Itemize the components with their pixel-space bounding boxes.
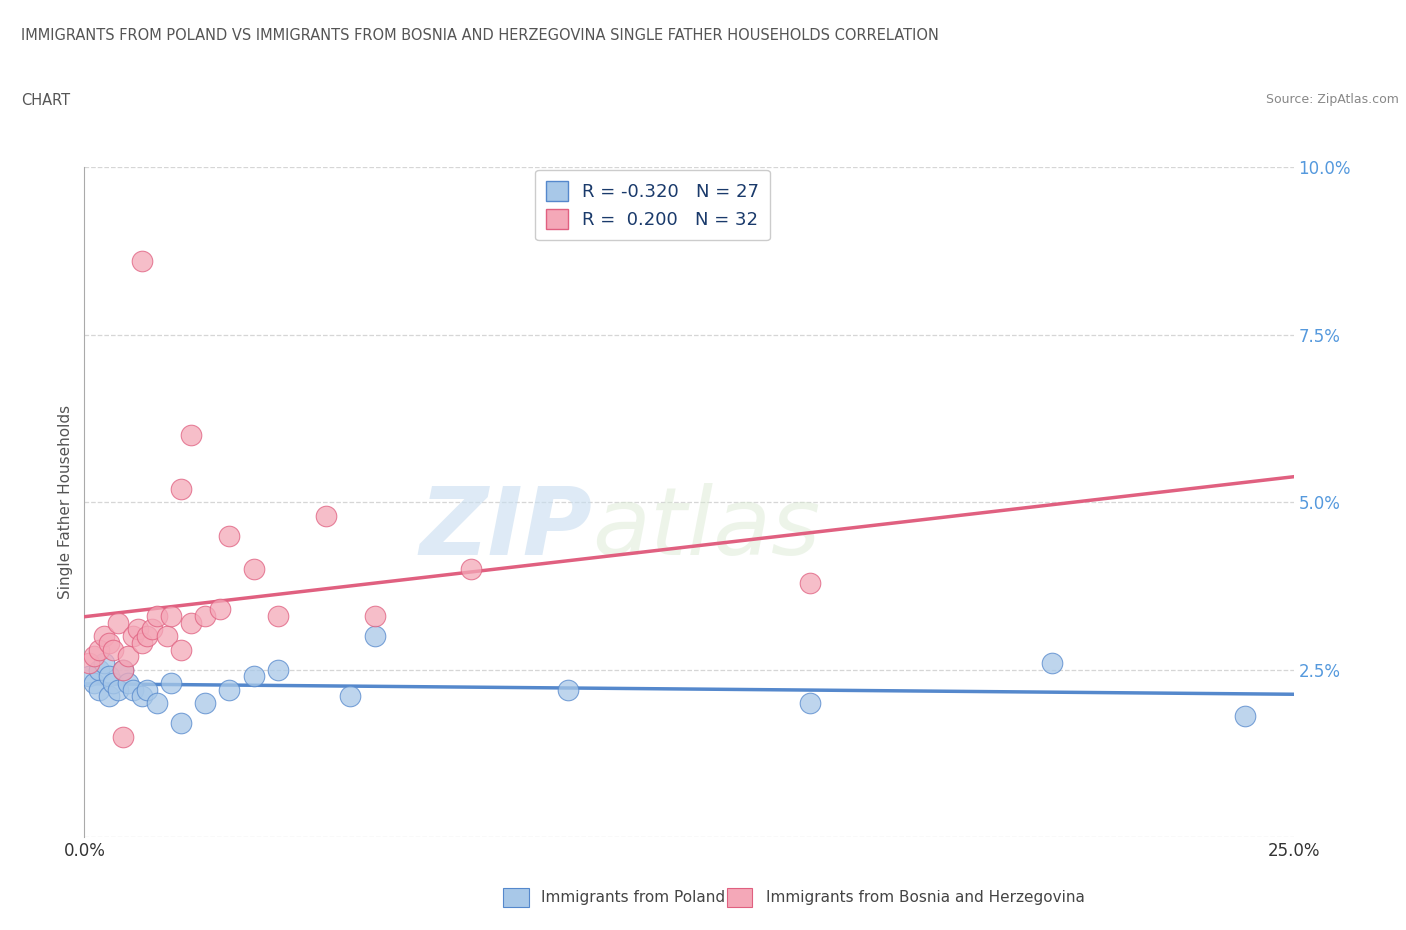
Point <box>136 683 159 698</box>
Point <box>557 683 579 698</box>
Point <box>127 622 149 637</box>
Point <box>103 642 125 657</box>
Point <box>121 683 143 698</box>
Legend: R = -0.320   N = 27, R =  0.200   N = 32: R = -0.320 N = 27, R = 0.200 N = 32 <box>536 170 770 240</box>
Point <box>1040 656 1063 671</box>
Point <box>77 669 100 684</box>
Point <box>103 675 125 690</box>
Point <box>97 669 120 684</box>
Point <box>363 629 385 644</box>
Point <box>112 662 135 677</box>
Point <box>799 575 821 590</box>
Text: Source: ZipAtlas.com: Source: ZipAtlas.com <box>1265 93 1399 106</box>
Point <box>117 675 139 690</box>
Point <box>242 562 264 577</box>
Text: ZIP: ZIP <box>419 483 592 575</box>
Point <box>83 675 105 690</box>
Text: CHART: CHART <box>21 93 70 108</box>
Point <box>77 656 100 671</box>
Point <box>339 689 361 704</box>
Point <box>180 616 202 631</box>
Point <box>146 696 169 711</box>
Point <box>315 508 337 523</box>
Point <box>93 629 115 644</box>
Point <box>160 675 183 690</box>
Point <box>87 662 110 677</box>
Point <box>799 696 821 711</box>
Point <box>97 689 120 704</box>
Point <box>1234 709 1257 724</box>
Point <box>121 629 143 644</box>
Point <box>155 629 177 644</box>
Point <box>131 254 153 269</box>
Point <box>170 716 193 731</box>
Point <box>87 642 110 657</box>
Point <box>267 662 290 677</box>
Point <box>170 642 193 657</box>
Point <box>107 616 129 631</box>
Point <box>146 608 169 623</box>
Point <box>180 428 202 443</box>
Text: atlas: atlas <box>592 484 821 575</box>
Point <box>97 635 120 650</box>
Point <box>170 482 193 497</box>
Point <box>131 689 153 704</box>
Point <box>363 608 385 623</box>
Point <box>160 608 183 623</box>
Point <box>218 528 240 543</box>
Text: Immigrants from Poland: Immigrants from Poland <box>541 890 725 905</box>
Point <box>131 635 153 650</box>
Point <box>194 608 217 623</box>
Text: Immigrants from Bosnia and Herzegovina: Immigrants from Bosnia and Herzegovina <box>766 890 1085 905</box>
Text: IMMIGRANTS FROM POLAND VS IMMIGRANTS FROM BOSNIA AND HERZEGOVINA SINGLE FATHER H: IMMIGRANTS FROM POLAND VS IMMIGRANTS FRO… <box>21 28 939 43</box>
Point <box>112 662 135 677</box>
Point <box>136 629 159 644</box>
Point <box>208 602 231 617</box>
Point <box>107 683 129 698</box>
Point <box>117 649 139 664</box>
Point <box>87 683 110 698</box>
Point <box>194 696 217 711</box>
Point <box>218 683 240 698</box>
Point <box>83 649 105 664</box>
Point <box>267 608 290 623</box>
Point <box>93 656 115 671</box>
Point <box>242 669 264 684</box>
Point <box>112 729 135 744</box>
Point <box>460 562 482 577</box>
Point <box>141 622 163 637</box>
Y-axis label: Single Father Households: Single Father Households <box>58 405 73 599</box>
